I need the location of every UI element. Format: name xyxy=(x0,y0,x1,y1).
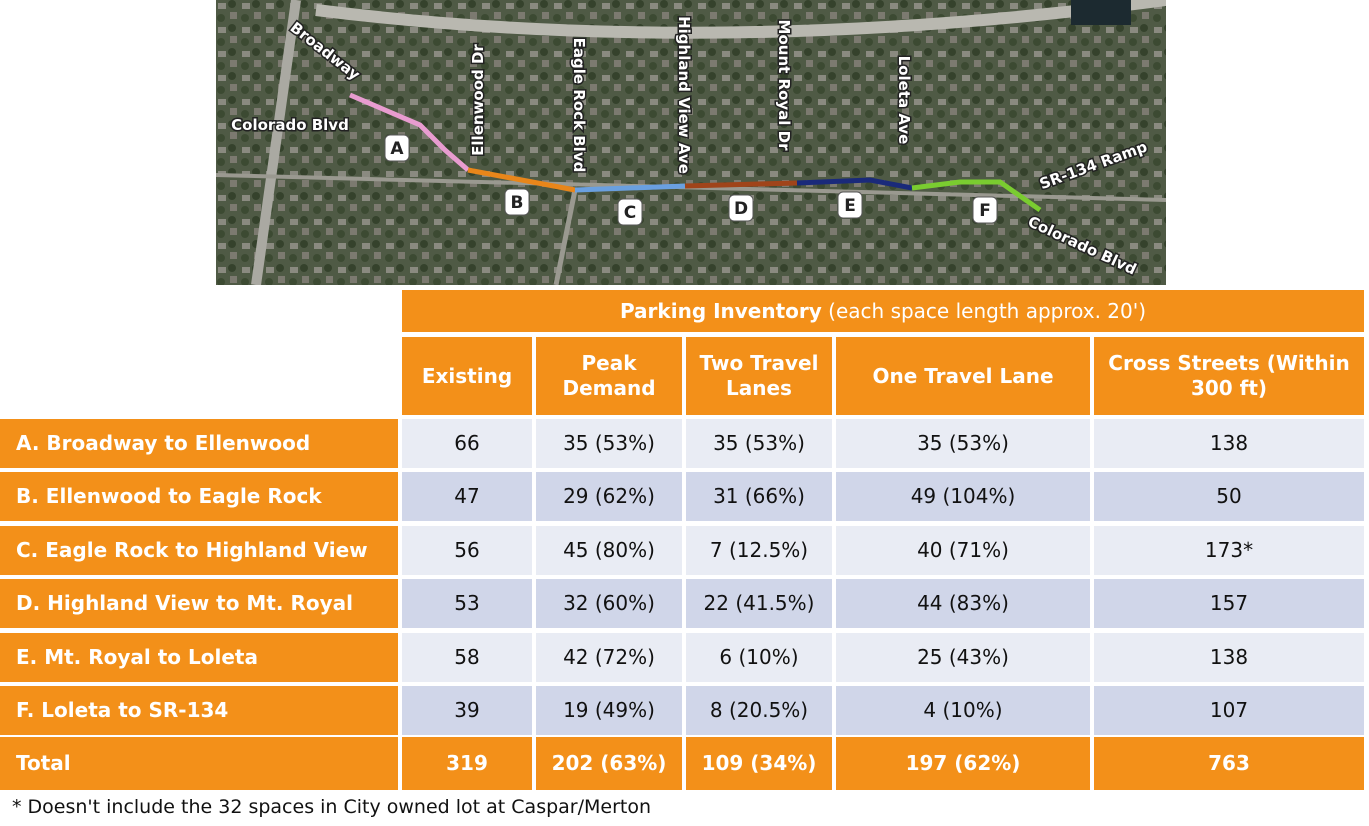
row-header: C. Eagle Rock to Highland View xyxy=(0,525,398,575)
segment-letter: C xyxy=(624,203,636,223)
cell: 6 (10%) xyxy=(686,632,832,682)
subtitle: (each space length approx. 20') xyxy=(828,298,1147,323)
cell: 39 xyxy=(402,686,532,735)
segment-c xyxy=(574,183,686,193)
table-title: Parking Inventory (each space length app… xyxy=(402,290,1364,332)
row-header: Total xyxy=(0,737,398,790)
title: Parking Inventory xyxy=(619,298,822,323)
segment-badge xyxy=(384,134,410,162)
cell: 35 (53%) xyxy=(536,419,682,468)
cell: 40 (71%) xyxy=(836,525,1090,575)
segment-letter: D xyxy=(734,199,748,219)
total-cell: 202 (63%) xyxy=(536,737,682,790)
cell: 53 xyxy=(402,579,532,629)
segment-letter: B xyxy=(511,193,524,213)
cell: 35 (53%) xyxy=(836,419,1090,468)
street-label: Colorado Blvd xyxy=(231,116,349,134)
cell: 35 (53%) xyxy=(686,419,832,468)
total-cell: 319 xyxy=(402,737,532,790)
column-header: One Travel Lane xyxy=(836,337,1090,415)
segment-badge xyxy=(972,196,998,224)
cell: 42 (72%) xyxy=(536,632,682,682)
street-label: Highland View Ave xyxy=(675,16,693,174)
cell: 7 (12.5%) xyxy=(686,525,832,575)
segment-letter: F xyxy=(979,201,991,221)
segment-badge xyxy=(837,191,863,219)
cell: 4 (10%) xyxy=(836,686,1090,735)
column-header: Cross Streets (Within 300 ft) xyxy=(1094,337,1364,415)
cell: 44 (83%) xyxy=(836,579,1090,629)
row-header: E. Mt. Royal to Loleta xyxy=(0,632,398,682)
segment-a xyxy=(349,92,470,172)
column-header: Peak Demand xyxy=(536,337,682,415)
freeway xyxy=(315,0,1166,39)
cell: 32 (60%) xyxy=(536,579,682,629)
cell: 157 xyxy=(1094,579,1364,629)
cell: 8 (20.5%) xyxy=(686,686,832,735)
cell: 25 (43%) xyxy=(836,632,1090,682)
cell: 45 (80%) xyxy=(536,525,682,575)
cell: 66 xyxy=(402,419,532,468)
cell: 173* xyxy=(1094,525,1364,575)
street-label: Mount Royal Dr xyxy=(775,20,793,152)
column-header: Existing xyxy=(402,337,532,415)
cell: 138 xyxy=(1094,632,1364,682)
street-label: Ellenwood Dr xyxy=(469,44,487,156)
map: Broadway Colorado Blvd Ellenwood Dr Eagl… xyxy=(216,0,1166,285)
segment-badge xyxy=(617,198,643,226)
map-background xyxy=(216,0,1166,285)
segment-d xyxy=(684,180,798,189)
segment-e xyxy=(796,177,913,191)
freeway xyxy=(251,0,301,285)
cell: 58 xyxy=(402,632,532,682)
cell: 31 (66%) xyxy=(686,472,832,522)
street-label: Eagle Rock Blvd xyxy=(570,38,588,173)
cell: 50 xyxy=(1094,472,1364,522)
cell: 47 xyxy=(402,472,532,522)
row-header: A. Broadway to Ellenwood xyxy=(0,419,398,468)
row-header: B. Ellenwood to Eagle Rock xyxy=(0,472,398,522)
total-cell: 763 xyxy=(1094,737,1364,790)
total-cell: 109 (34%) xyxy=(686,737,832,790)
segment-f xyxy=(911,179,1042,213)
reservoir xyxy=(1071,0,1131,25)
cell: 56 xyxy=(402,525,532,575)
cell: 49 (104%) xyxy=(836,472,1090,522)
cell: 29 (62%) xyxy=(536,472,682,522)
segment-badge xyxy=(504,188,530,216)
cell: 19 (49%) xyxy=(536,686,682,735)
segment-letter: A xyxy=(390,139,404,159)
segment-letter: E xyxy=(844,196,856,216)
segment-badge xyxy=(728,194,754,222)
cell: 22 (41.5%) xyxy=(686,579,832,629)
cell: 138 xyxy=(1094,419,1364,468)
road xyxy=(553,189,578,285)
total-cell: 197 (62%) xyxy=(836,737,1090,790)
cell: 107 xyxy=(1094,686,1364,735)
row-header: D. Highland View to Mt. Royal xyxy=(0,579,398,629)
street-label: Loleta Ave xyxy=(895,56,913,145)
segment-b xyxy=(467,167,576,193)
row-header: F. Loleta to SR-134 xyxy=(0,686,398,735)
footnote: * Doesn't include the 32 spaces in City … xyxy=(12,796,652,818)
column-header: Two Travel Lanes xyxy=(686,337,832,415)
